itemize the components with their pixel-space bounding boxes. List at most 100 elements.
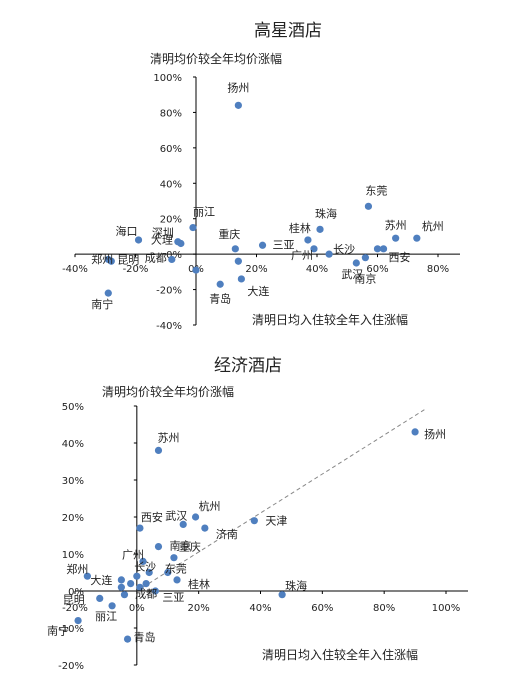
chart2-data-point: [108, 602, 116, 610]
chart2-point-label: 天津: [265, 515, 287, 528]
chart1-data-point: [192, 266, 200, 274]
chart2-point-label: 苏州: [157, 431, 179, 444]
chart2-y-tick-label: 10%: [62, 550, 84, 561]
chart1-y-tick-label: 100%: [153, 73, 182, 84]
chart2-data-point: [133, 572, 141, 580]
chart2-data-point: [154, 543, 163, 551]
chart2-data-point: [139, 557, 147, 566]
chart1-data-point: [258, 241, 267, 249]
chart1-data-point: [189, 223, 197, 232]
chart1-y-tick-label: 60%: [160, 144, 182, 155]
chart2-data-point: [120, 591, 129, 599]
chart2-point-label: 桂林: [188, 577, 210, 591]
chart1-plot: -40%-20%0%20%40%60%80%-40%-20%0%20%40%60…: [62, 73, 460, 332]
chart-high-star: 高星酒店 清明均价较全年均价涨幅 清明日均入住较全年入住涨幅 -40% -20% 0…: [62, 21, 460, 332]
chart1-data-point: [373, 245, 382, 253]
chart2-x-tick-label: -20%: [62, 603, 88, 614]
chart-budget: 经济酒店 清明均价较全年均价涨幅 清明日均入住较全年入住涨幅 -20% 0% 20%…: [47, 356, 468, 672]
chart2-point-label: 西安: [141, 510, 163, 524]
chart1-data-point: [361, 254, 369, 262]
chart2-data-point: [151, 587, 159, 595]
chart2-data-point: [154, 446, 163, 454]
chart1-data-point: [168, 255, 176, 264]
chart1-title: 高星酒店: [254, 21, 322, 41]
chart1-data-point: [364, 202, 373, 210]
chart2-trendline: [136, 409, 425, 592]
chart2-y-tick-label: 30%: [62, 476, 84, 487]
chart2-point-label: 广州: [122, 548, 144, 561]
chart2-x-tick-label: 20%: [188, 603, 210, 614]
chart1-data-point: [134, 236, 143, 244]
chart2-point-label: 扬州: [424, 427, 446, 441]
chart1-y-axis-title: 清明均价较全年均价涨幅: [150, 51, 282, 66]
chart2-data-point: [142, 580, 150, 588]
chart1-data-point: [413, 234, 421, 242]
chart2-point-label: 郑州: [66, 562, 88, 576]
chart2-y-tick-label: 50%: [62, 402, 84, 413]
chart2-data-point: [74, 617, 82, 625]
chart2-point-label: 大连: [90, 573, 112, 587]
chart1-data-point: [107, 257, 115, 265]
chart2-point-label: 南宁: [47, 624, 69, 638]
chart1-data-point: [234, 101, 242, 109]
chart2-point-label: 东莞: [165, 563, 187, 576]
chart2-x-tick-label: 0%: [129, 603, 145, 614]
chart2-data-point: [127, 580, 135, 588]
chart1-y-tick-label: 40%: [160, 179, 182, 190]
chart2-data-point: [164, 568, 172, 577]
chart2-point-label: 成都: [135, 588, 157, 601]
chart1-data-point: [325, 250, 333, 258]
chart1-data-point: [104, 289, 112, 297]
chart1-data-point: [304, 236, 312, 244]
chart2-point-label: 武汉: [165, 509, 187, 522]
chart2-plot: -20% 0% 20% 40% 60% 80% 100% -20% -10% 0% 10% 20% 30…: [47, 402, 468, 672]
chart1-point-label: 大理: [151, 233, 173, 247]
chart2-x-tick-label: 100%: [432, 603, 461, 614]
chart1-y-tick-label: -40%: [156, 321, 182, 332]
chart1-point-label: 广州: [291, 249, 313, 262]
chart1-y-tick-label: 80%: [160, 108, 182, 119]
chart1-point-label: 深圳: [152, 227, 174, 240]
chart1-data-point: [174, 238, 182, 246]
chart1-point-label: 郑州: [91, 252, 113, 266]
chart1-point-label: 昆明: [117, 253, 139, 266]
chart2-data-point: [173, 576, 181, 584]
chart2-point-label: 济南: [216, 527, 238, 541]
chart2-data-point: [145, 568, 153, 577]
chart1-y-tick-label: 0%: [166, 250, 182, 261]
chart2-x-tick-label: 40%: [249, 603, 271, 614]
chart2-title: 经济酒店: [214, 356, 282, 376]
chart2-y-tick-label: -20%: [58, 661, 84, 672]
chart1-data-point: [310, 245, 318, 253]
chart2-point-label: 青岛: [134, 630, 156, 644]
chart2-point-label: 三亚: [162, 591, 184, 604]
chart1-point-label: 长沙: [333, 243, 355, 256]
chart1-point-label: 西安: [389, 250, 411, 264]
chart2-x-tick-label: 60%: [311, 603, 333, 614]
chart2-data-point: [411, 428, 419, 436]
chart2-point-label: 珠海: [285, 579, 307, 593]
chart1-data-point: [216, 280, 224, 288]
chart2-x-axis-title: 清明日均入住较全年入住涨幅: [262, 647, 418, 662]
chart1-data-point: [316, 225, 324, 233]
chart2-point-label: 南京: [169, 539, 191, 553]
chart2-data-point: [250, 517, 258, 525]
chart1-point-label: 成都: [145, 251, 167, 264]
chart1-point-label: 苏州: [385, 219, 407, 232]
chart1-point-label: 珠海: [315, 206, 337, 220]
chart1-point-label: 重庆: [218, 227, 240, 241]
chart1-point-label: 杭州: [422, 219, 444, 233]
chart2-x-tick-label: 80%: [373, 603, 395, 614]
chart1-x-tick-label: 80%: [427, 264, 449, 275]
chart1-y-tick-label: -20%: [156, 286, 182, 297]
chart2-data-point: [278, 591, 286, 599]
chart2-data-point: [201, 524, 209, 532]
chart2-data-point: [191, 513, 200, 521]
chart1-point-label: 青岛: [209, 291, 231, 305]
chart2-data-point: [117, 583, 125, 591]
chart1-data-point: [392, 234, 400, 242]
chart1-point-label: 大连: [247, 284, 269, 298]
chart1-y-tick-label: 20%: [160, 215, 182, 226]
chart1-x-tick-label: 20%: [245, 264, 267, 275]
chart1-point-label: 南京: [354, 272, 376, 286]
